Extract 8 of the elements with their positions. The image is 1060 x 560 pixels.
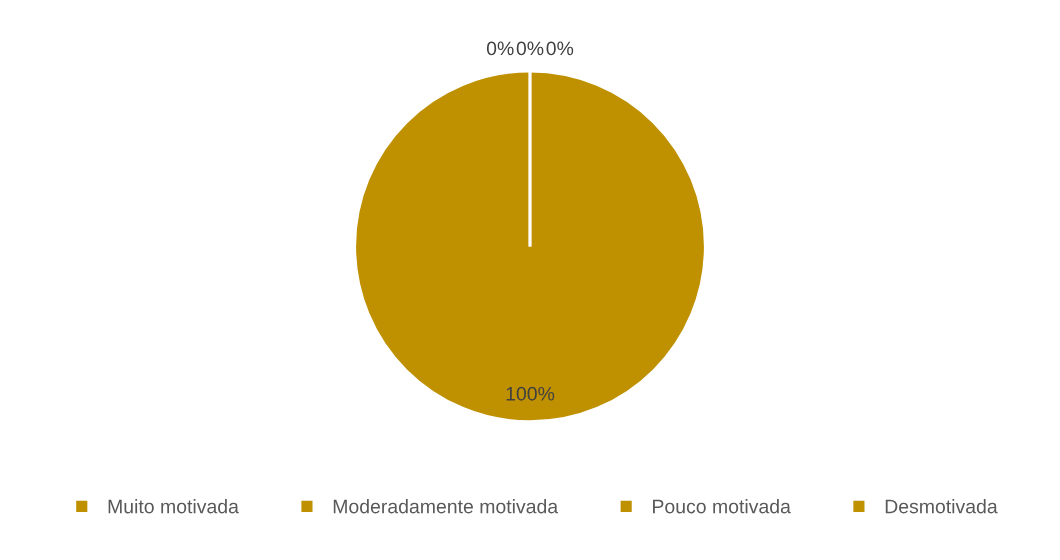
legend-label: Muito motivada: [108, 499, 239, 514]
legend-label: Pouco motivada: [653, 499, 791, 514]
legend-label: Moderadamente motivada: [333, 499, 559, 514]
text: 0%: [516, 41, 544, 56]
data-label: 100%: [506, 386, 555, 401]
text: 0%: [486, 41, 514, 56]
text: 0%: [546, 41, 574, 56]
legend-label: Desmotivada: [885, 499, 998, 514]
